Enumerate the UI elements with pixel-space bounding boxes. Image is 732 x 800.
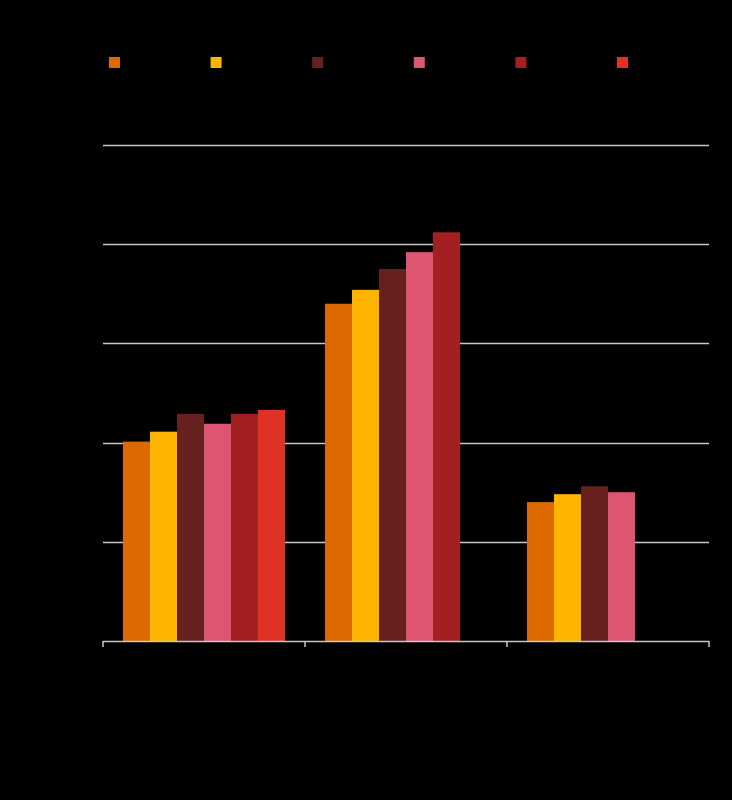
- bar: [258, 409, 285, 641]
- bar: [325, 303, 352, 641]
- legend: [109, 57, 628, 68]
- bar: [123, 441, 150, 641]
- bar: [527, 502, 554, 641]
- bar: [352, 289, 379, 641]
- bar: [231, 413, 258, 641]
- x-axis: [102, 640, 710, 647]
- bar: [150, 431, 177, 641]
- bar: [204, 423, 231, 641]
- legend-swatch: [210, 57, 222, 68]
- legend-swatch: [312, 57, 324, 68]
- bars: [123, 232, 635, 642]
- bar: [177, 413, 204, 641]
- bar: [379, 269, 406, 641]
- bar: [608, 492, 635, 641]
- bar: [554, 494, 581, 641]
- bar: [433, 232, 460, 641]
- bar: [406, 252, 433, 642]
- bar: [581, 486, 608, 641]
- legend-swatch: [109, 57, 120, 68]
- legend-swatch: [515, 57, 527, 68]
- legend-swatch: [617, 57, 628, 68]
- legend-swatch: [413, 57, 425, 68]
